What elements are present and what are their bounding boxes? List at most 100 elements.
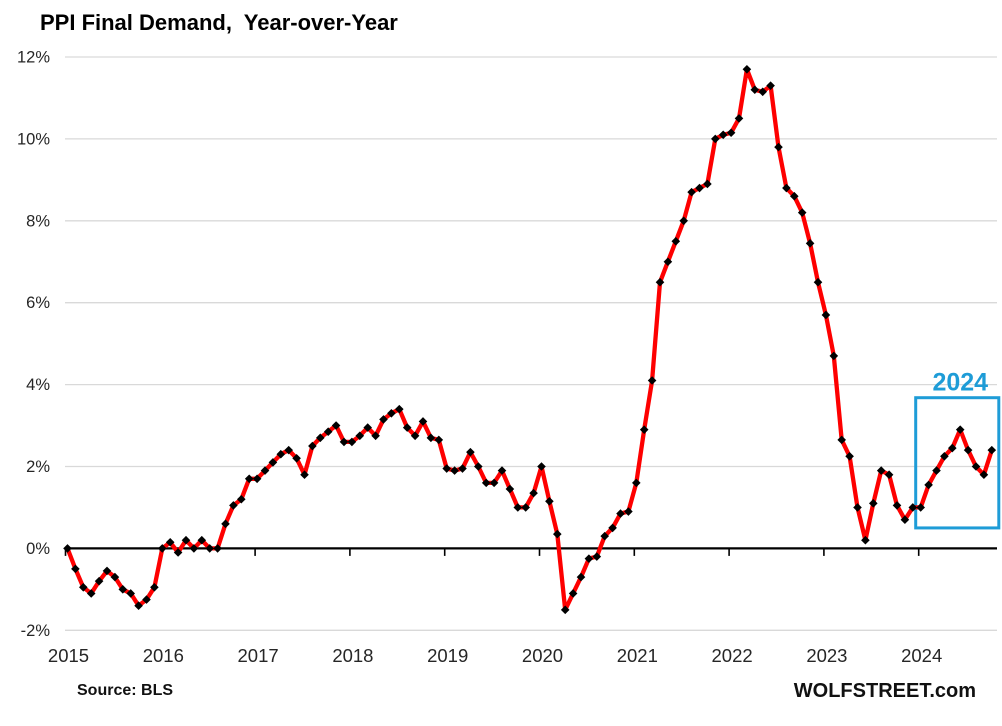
data-point-marker xyxy=(766,81,775,90)
data-point-marker xyxy=(774,142,783,152)
data-point-marker xyxy=(616,509,625,518)
data-point-marker xyxy=(489,478,499,488)
data-point-marker xyxy=(726,128,736,138)
data-point-marker xyxy=(94,576,104,586)
data-point-marker xyxy=(695,183,704,193)
data-point-marker xyxy=(237,494,246,504)
data-point-marker xyxy=(853,503,862,512)
data-point-marker xyxy=(481,478,491,488)
data-point-marker xyxy=(529,488,538,498)
data-point-marker xyxy=(687,187,696,197)
data-point-marker xyxy=(813,277,823,287)
y-tick-label: -2% xyxy=(21,622,51,640)
data-point-marker xyxy=(418,417,428,426)
data-point-marker xyxy=(323,427,333,436)
y-tick-label: 10% xyxy=(17,130,50,148)
data-point-marker xyxy=(671,236,681,246)
data-point-marker xyxy=(189,544,199,553)
annotation-label-2024: 2024 xyxy=(932,369,988,397)
data-point-marker xyxy=(363,423,372,432)
data-point-marker xyxy=(521,503,530,512)
data-point-marker xyxy=(355,431,365,441)
data-point-marker xyxy=(932,466,941,475)
data-point-marker xyxy=(102,566,112,576)
x-tick-label: 2018 xyxy=(332,645,373,666)
data-point-marker xyxy=(742,64,752,74)
data-point-marker xyxy=(213,544,222,553)
y-axis-labels: 12% 10% 8% 6% 4% 2% 0% -2% xyxy=(17,49,50,640)
data-point-marker xyxy=(805,239,815,248)
data-point-marker xyxy=(948,443,957,453)
data-point-marker xyxy=(584,554,594,563)
brand-label: WOLFSTREET.com xyxy=(793,680,976,702)
source-label: Source: BLS xyxy=(77,682,174,699)
data-point-marker xyxy=(940,451,949,461)
data-point-marker xyxy=(71,564,80,574)
x-tick-label: 2017 xyxy=(238,645,279,666)
data-point-marker xyxy=(387,408,396,418)
data-point-marker xyxy=(624,507,633,516)
x-tick-label: 2015 xyxy=(48,645,89,666)
data-point-marker xyxy=(402,423,412,432)
y-tick-label: 0% xyxy=(26,540,50,558)
data-point-marker xyxy=(869,499,878,508)
data-point-marker xyxy=(260,466,270,475)
chart-title: PPI Final Demand, Year-over-Year xyxy=(40,10,398,35)
data-point-marker xyxy=(142,595,151,604)
data-point-marker xyxy=(718,130,728,140)
data-point-marker xyxy=(845,451,854,461)
data-point-marker xyxy=(790,191,799,201)
data-point-marker xyxy=(963,445,973,455)
data-point-marker xyxy=(458,464,467,473)
data-point-marker xyxy=(316,433,325,443)
annotation-box-2024 xyxy=(914,396,1001,530)
data-point-marker xyxy=(79,583,88,592)
data-point-marker xyxy=(347,437,357,447)
ppi-line xyxy=(65,67,994,612)
data-point-marker xyxy=(252,474,262,484)
y-tick-label: 12% xyxy=(17,49,50,67)
data-point-marker xyxy=(703,179,712,189)
gridlines xyxy=(65,56,997,631)
x-tick-label: 2023 xyxy=(806,645,847,666)
data-point-marker xyxy=(395,404,404,414)
data-point-marker xyxy=(632,478,641,488)
data-point-marker xyxy=(797,208,807,217)
data-point-marker xyxy=(908,503,918,512)
data-point-marker xyxy=(86,589,96,598)
data-point-marker xyxy=(576,572,586,582)
data-point-marker xyxy=(592,552,602,561)
data-point-marker xyxy=(284,445,293,455)
data-point-marker xyxy=(987,445,997,455)
y-tick-label: 2% xyxy=(26,458,50,476)
data-point-marker xyxy=(916,503,925,512)
x-tick-label: 2022 xyxy=(712,645,753,666)
data-point-marker xyxy=(474,462,483,471)
x-tick-label: 2020 xyxy=(522,645,563,666)
data-point-marker xyxy=(821,310,831,320)
data-point-marker xyxy=(711,134,720,144)
data-point-marker xyxy=(229,501,238,510)
x-tick-label: 2024 xyxy=(901,645,942,666)
data-point-marker xyxy=(837,435,846,445)
x-tick-label: 2016 xyxy=(143,645,184,666)
data-point-marker xyxy=(126,589,135,598)
data-point-marker xyxy=(165,537,175,547)
data-point-marker xyxy=(545,497,554,506)
x-axis-labels: 2015 2016 2017 2018 2019 2020 2021 2022 2023 2024 xyxy=(48,645,942,666)
data-point-marker xyxy=(134,601,143,611)
data-point-marker xyxy=(884,470,894,479)
data-point-marker xyxy=(205,544,214,553)
data-point-marker xyxy=(150,583,159,592)
data-point-marker xyxy=(663,257,673,267)
data-point-marker xyxy=(568,589,578,598)
data-point-marker xyxy=(158,544,167,553)
data-point-marker xyxy=(244,474,254,484)
data-point-marker xyxy=(829,351,839,361)
data-point-marker xyxy=(955,425,965,434)
data-point-marker xyxy=(450,466,459,475)
data-point-marker xyxy=(63,544,72,553)
data-point-marker xyxy=(300,470,309,479)
